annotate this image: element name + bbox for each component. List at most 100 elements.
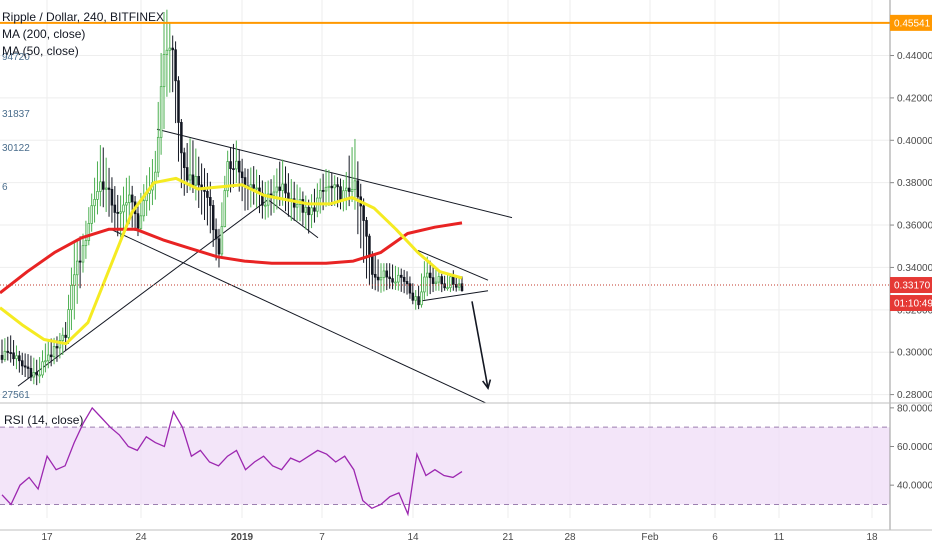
candle: [284, 166, 287, 212]
candle-body: [78, 260, 82, 263]
candle-body: [73, 274, 76, 286]
legend-symbol[interactable]: Ripple / Dollar, 240, BITFINEX: [2, 10, 165, 24]
legend-rsi[interactable]: RSI (14, close): [4, 413, 84, 427]
candle: [0, 339, 4, 364]
candle: [32, 357, 36, 385]
candle-body: [180, 122, 183, 154]
candle: [113, 186, 117, 230]
candle-body: [391, 278, 394, 283]
candle: [414, 290, 417, 310]
candle: [99, 145, 102, 207]
candle-body: [449, 276, 452, 289]
moving-averages: [0, 176, 463, 346]
candle: [385, 263, 389, 291]
candle-body: [188, 174, 192, 181]
candle-body: [122, 204, 125, 213]
candle-body: [457, 283, 461, 288]
candle: [420, 273, 423, 308]
candle-body: [278, 186, 282, 191]
candle-body: [454, 284, 458, 288]
candle: [388, 263, 391, 289]
legend-ma200[interactable]: MA (200, close): [2, 27, 86, 41]
candle: [313, 188, 316, 223]
candle-body: [0, 354, 4, 360]
candle: [252, 166, 255, 205]
candle-body: [417, 296, 420, 306]
trendline: [267, 199, 319, 239]
candle-body: [211, 205, 215, 231]
candle: [93, 177, 96, 223]
candle: [310, 194, 313, 229]
candle: [287, 173, 290, 217]
candle: [255, 169, 258, 208]
candle: [211, 200, 215, 247]
candle-body: [264, 204, 267, 207]
candle-body: [301, 199, 305, 213]
candle: [399, 268, 403, 292]
candle-body: [339, 186, 342, 200]
candle-body: [420, 291, 423, 306]
candle-body: [75, 260, 79, 276]
candle-body: [191, 174, 195, 186]
forecast-arrow: [471, 301, 489, 389]
candle-body: [379, 276, 383, 281]
ma50-line: [0, 176, 463, 346]
price-badges: 0.45541 0.33170 01:10:49: [890, 14, 932, 312]
candle: [130, 185, 134, 228]
candle-body: [130, 194, 134, 203]
candle: [58, 332, 62, 359]
candle: [87, 207, 91, 246]
grid: [0, 0, 890, 518]
candle: [437, 271, 441, 291]
candle-body: [125, 202, 128, 206]
candle: [18, 350, 21, 373]
candle-body: [20, 360, 24, 367]
candle: [272, 175, 276, 213]
candle: [449, 274, 452, 293]
x-tick-label: 7: [319, 532, 325, 543]
candle-body: [327, 185, 331, 188]
candle: [20, 352, 24, 375]
candle: [174, 41, 177, 124]
candle: [368, 233, 371, 286]
legend-ma50[interactable]: MA (50, close): [2, 44, 79, 58]
left-labels: 94720 31837 30122 6 27561: [2, 52, 30, 401]
candle-body: [44, 360, 47, 363]
candle: [125, 177, 128, 227]
candle: [75, 239, 79, 304]
candle-body: [446, 287, 449, 290]
y-tick-label: 0.36000: [897, 221, 932, 232]
candle-body: [84, 240, 88, 247]
candle: [214, 218, 218, 261]
rsi-tick-label: 40.0000: [897, 481, 932, 492]
candle-body: [185, 167, 189, 181]
candle: [73, 241, 76, 320]
candle-body: [64, 334, 67, 338]
candle-body: [414, 296, 417, 301]
candle-body: [318, 190, 322, 199]
candle-body: [194, 175, 198, 186]
y-tick-label: 0.38000: [897, 178, 932, 189]
candle-body: [104, 187, 108, 190]
candle-body: [110, 189, 114, 206]
candle: [104, 157, 108, 212]
candle: [110, 177, 114, 223]
candle-body: [452, 276, 455, 285]
candle-body: [397, 274, 400, 283]
candle: [342, 179, 345, 212]
candle-body: [295, 204, 299, 208]
candle: [264, 181, 267, 220]
candle-body: [371, 255, 374, 275]
candle: [209, 181, 212, 234]
candle: [162, 12, 166, 130]
candle: [165, 9, 169, 97]
candle-body: [240, 171, 244, 179]
candle-body: [405, 281, 409, 285]
candle: [101, 147, 105, 208]
candle-body: [38, 374, 41, 377]
candle: [96, 161, 99, 215]
candle-body: [23, 365, 27, 368]
x-tick-label: 17: [41, 532, 53, 543]
candle-body: [304, 206, 308, 213]
